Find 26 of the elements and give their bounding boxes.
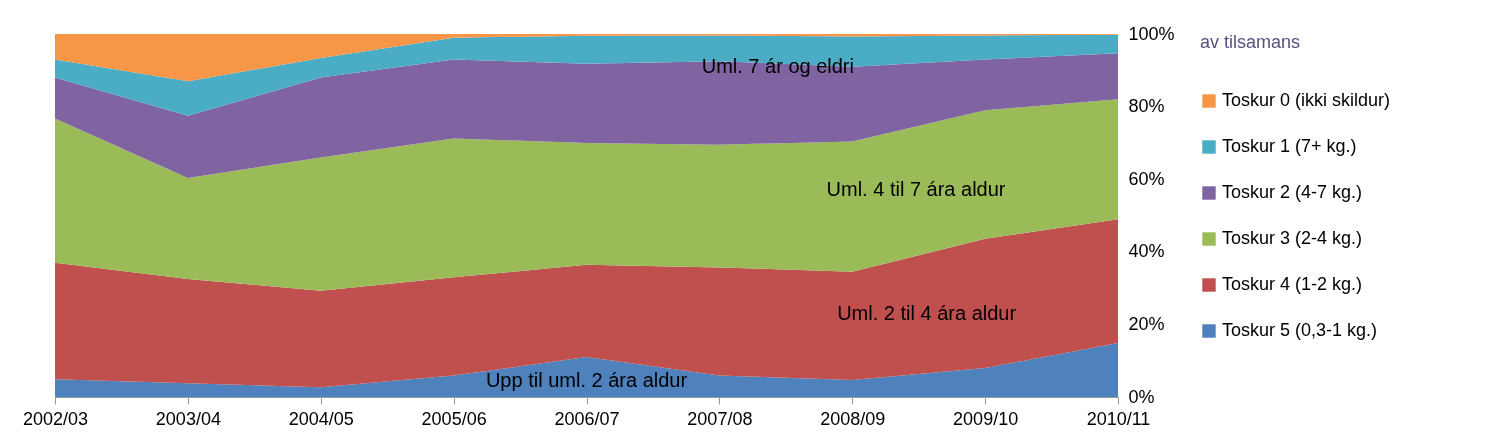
x-tick-label: 2002/03 bbox=[22, 408, 89, 429]
x-tick-label: 2008/09 bbox=[820, 408, 886, 429]
y-tick-label: 80% bbox=[1128, 96, 1165, 117]
legend-label: Toskur 3 (2-4 kg.) bbox=[1222, 228, 1363, 248]
legend-label: Toskur 2 (4-7 kg.) bbox=[1222, 182, 1363, 202]
legend-label: Toskur 1 (7+ kg.) bbox=[1222, 136, 1357, 156]
x-tick-label: 2005/06 bbox=[421, 408, 487, 429]
x-tick-label: 2003/04 bbox=[155, 408, 221, 429]
y-tick-label: 40% bbox=[1128, 241, 1165, 262]
annotation: Uml. 7 ár og eldri bbox=[701, 54, 854, 77]
legend-title: av tilsamans bbox=[1200, 32, 1301, 52]
x-tick-label: 2006/07 bbox=[554, 408, 620, 429]
y-tick-label: 20% bbox=[1128, 313, 1165, 334]
legend-label: Toskur 5 (0,3-1 kg.) bbox=[1222, 320, 1378, 340]
x-tick-label: 2007/08 bbox=[687, 408, 753, 429]
legend-label: Toskur 4 (1-2 kg.) bbox=[1222, 274, 1363, 294]
y-tick-label: 100% bbox=[1128, 23, 1175, 44]
x-tick-label: 2004/05 bbox=[288, 408, 354, 429]
x-tick-label: 2009/10 bbox=[953, 408, 1019, 429]
annotation: Uml. 4 til 7 ára aldur bbox=[826, 178, 1006, 201]
y-tick-label: 60% bbox=[1128, 168, 1165, 189]
y-tick-label: 0% bbox=[1128, 386, 1155, 407]
annotation: Uml. 2 til 4 ára aldur bbox=[837, 301, 1017, 324]
annotation: Upp til uml. 2 ára aldur bbox=[485, 368, 688, 391]
legend-label: Toskur 0 (ikki skildur) bbox=[1222, 90, 1391, 110]
x-tick-label: 2010/11 bbox=[1086, 408, 1151, 429]
